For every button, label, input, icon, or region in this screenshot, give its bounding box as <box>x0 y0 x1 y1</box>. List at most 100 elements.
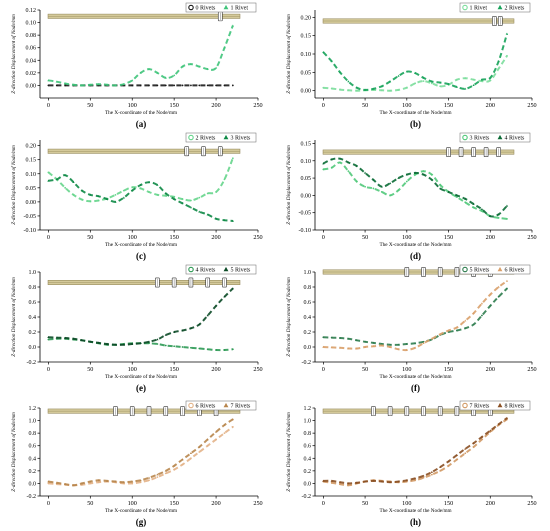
data-point <box>131 189 134 192</box>
data-point <box>114 193 117 196</box>
data-point <box>364 340 366 343</box>
y-tick-label: 0.20 <box>26 144 37 150</box>
legend-entry: 6 Rivets <box>196 404 216 410</box>
y-tick-label: -0.05 <box>24 214 37 220</box>
data-point <box>148 479 150 482</box>
data-point <box>347 337 350 340</box>
data-point <box>55 178 58 181</box>
data-point <box>497 423 500 426</box>
data-point <box>173 195 176 198</box>
y-tick-label: -0.10 <box>24 228 37 234</box>
data-point <box>89 340 92 343</box>
y-axis-label: Z-direction Displacement of Node/mm <box>285 14 292 94</box>
y-tick-label: 0.10 <box>26 21 37 27</box>
legend-entry: 7 Rivets <box>470 404 490 410</box>
data-point <box>147 67 151 70</box>
data-point <box>231 287 234 290</box>
x-axis-label: The X-coordinate of the Node/mm <box>379 507 451 514</box>
data-point <box>97 481 100 484</box>
data-point <box>455 453 458 456</box>
x-tick-label: 50 <box>362 366 368 373</box>
data-point <box>131 482 134 485</box>
data-point <box>189 452 193 455</box>
x-tick-label: 50 <box>362 234 368 241</box>
data-point <box>414 477 417 480</box>
data-point <box>330 336 333 339</box>
series-1-rivet <box>47 24 234 87</box>
y-tick-label: -0.2 <box>302 494 312 500</box>
data-point <box>190 199 192 202</box>
data-point <box>422 80 425 83</box>
data-point <box>439 187 442 190</box>
x-axis-label: The X-coordinate of the Node/mm <box>105 373 177 380</box>
data-point <box>80 482 84 485</box>
data-point <box>206 348 209 351</box>
data-point <box>481 80 483 83</box>
y-tick-label: 0.6 <box>304 444 312 450</box>
x-axis-label: The X-coordinate of the Node/mm <box>379 373 451 380</box>
data-point <box>80 339 84 342</box>
data-point <box>480 435 484 438</box>
data-point <box>173 84 176 87</box>
series-line <box>322 157 508 218</box>
data-point <box>380 343 383 345</box>
legend-entry: 6 Rivets <box>505 268 525 274</box>
legend-entry: 8 Rivets <box>505 404 525 410</box>
data-point <box>198 210 201 213</box>
x-tick-label: 250 <box>527 366 536 373</box>
y-tick-label: 0.8 <box>304 285 312 291</box>
data-point <box>97 199 100 202</box>
data-point <box>397 189 400 192</box>
data-point <box>47 338 50 341</box>
y-tick-label: 0.10 <box>301 52 312 58</box>
data-point <box>131 186 134 189</box>
data-point <box>464 452 467 455</box>
data-point <box>430 173 433 176</box>
x-tick-label: 0 <box>322 102 325 109</box>
x-tick-label: 100 <box>402 102 411 109</box>
data-point <box>47 336 50 339</box>
series-line <box>323 418 508 487</box>
data-point <box>164 469 167 472</box>
data-point <box>472 83 475 86</box>
y-axis-label: Z-direction Displacement of Node/mm <box>10 145 17 225</box>
data-point <box>156 84 159 87</box>
panel-label: (e) <box>136 383 146 393</box>
data-point <box>397 74 400 77</box>
data-point <box>505 279 509 282</box>
series-2-rivets <box>47 157 234 203</box>
legend-box <box>185 132 257 143</box>
data-point <box>439 81 442 84</box>
x-tick-label: 200 <box>486 234 495 241</box>
legend-box <box>185 400 257 411</box>
x-axis-label: The X-coordinate of the Node/mm <box>105 241 177 248</box>
y-tick-label: -0.2 <box>302 360 312 366</box>
data-point <box>397 89 400 91</box>
y-tick-label: 0.04 <box>26 58 37 64</box>
data-point <box>414 342 417 345</box>
data-point <box>447 464 450 467</box>
data-point <box>414 173 417 176</box>
legend-marker <box>462 402 468 409</box>
panel-g: -0.2 0.0 0.2 0.4 0.6 0.8 1.0 1.2 0 50 100 150 200 250… <box>10 400 263 527</box>
data-point <box>173 464 176 467</box>
y-tick-label: 0.2 <box>304 469 312 475</box>
series-8-rivets <box>322 416 509 485</box>
x-tick-label: 0 <box>322 366 325 373</box>
x-axis-label: The X-coordinate of the Node/mm <box>105 507 177 514</box>
data-point <box>480 302 484 305</box>
y-tick-label: 0.00 <box>301 89 312 95</box>
data-point <box>47 84 50 87</box>
data-point <box>363 171 367 174</box>
x-tick-label: 150 <box>170 102 179 109</box>
data-point <box>173 74 176 77</box>
legend-box <box>459 264 531 275</box>
data-point <box>480 208 484 211</box>
data-point <box>198 347 201 350</box>
data-point <box>89 480 92 483</box>
data-point <box>139 84 142 87</box>
data-point <box>164 192 167 195</box>
legend-marker <box>188 266 194 273</box>
data-point <box>330 166 333 169</box>
data-point <box>430 470 433 473</box>
